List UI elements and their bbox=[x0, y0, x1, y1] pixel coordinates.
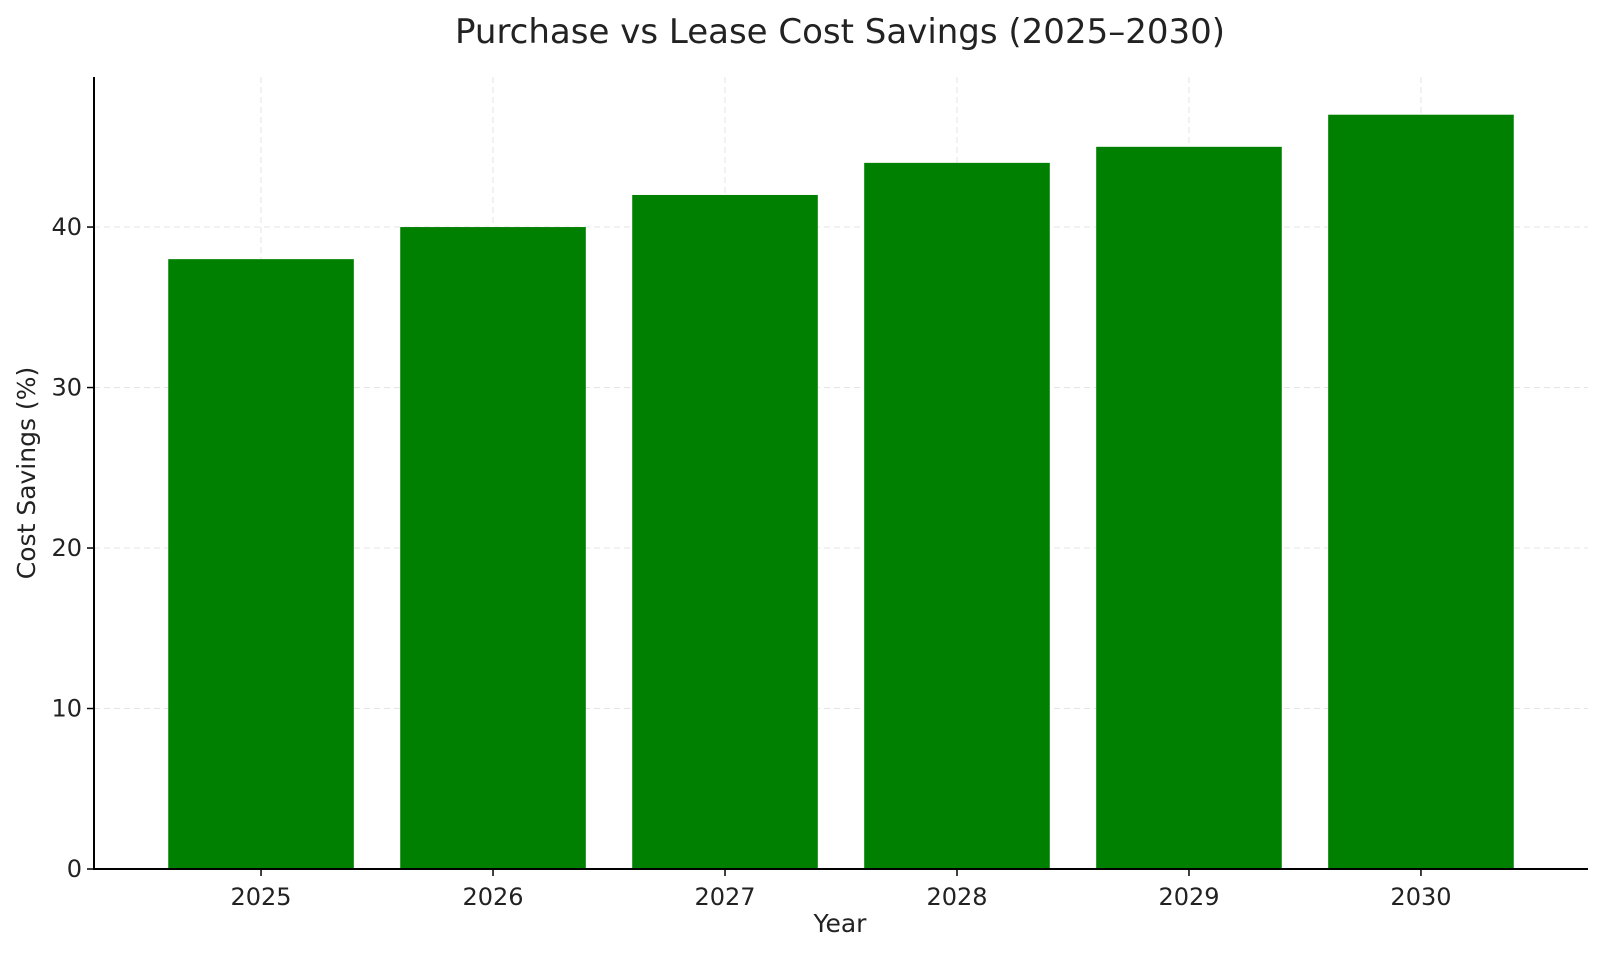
y-tick-layer: 0 10 20 30 40 bbox=[51, 213, 94, 883]
x-tick-label: 2027 bbox=[694, 883, 755, 911]
x-axis-label: Year bbox=[813, 909, 868, 938]
bar-layer bbox=[168, 114, 1514, 870]
bar-2027 bbox=[632, 194, 818, 869]
y-tick-label: 0 bbox=[67, 855, 82, 883]
x-tick-label: 2026 bbox=[462, 883, 523, 911]
bar-2025 bbox=[168, 259, 354, 869]
y-tick-label: 40 bbox=[51, 213, 82, 241]
y-tick-label: 30 bbox=[51, 374, 82, 402]
x-tick-label: 2030 bbox=[1390, 883, 1451, 911]
x-tick-label: 2029 bbox=[1158, 883, 1219, 911]
bar-2030 bbox=[1328, 114, 1514, 869]
y-tick-label: 10 bbox=[51, 695, 82, 723]
chart-title: Purchase vs Lease Cost Savings (2025–203… bbox=[455, 12, 1225, 52]
bar-2029 bbox=[1096, 146, 1282, 870]
y-axis-label: Cost Savings (%) bbox=[12, 367, 41, 579]
x-tick-label: 2028 bbox=[926, 883, 987, 911]
y-tick-label: 20 bbox=[51, 534, 82, 562]
x-tick-label: 2025 bbox=[230, 883, 291, 911]
x-tick-layer: 2025 2026 2027 2028 2029 2030 bbox=[230, 869, 1452, 911]
bar-2028 bbox=[864, 162, 1050, 870]
bar-2026 bbox=[400, 227, 586, 870]
